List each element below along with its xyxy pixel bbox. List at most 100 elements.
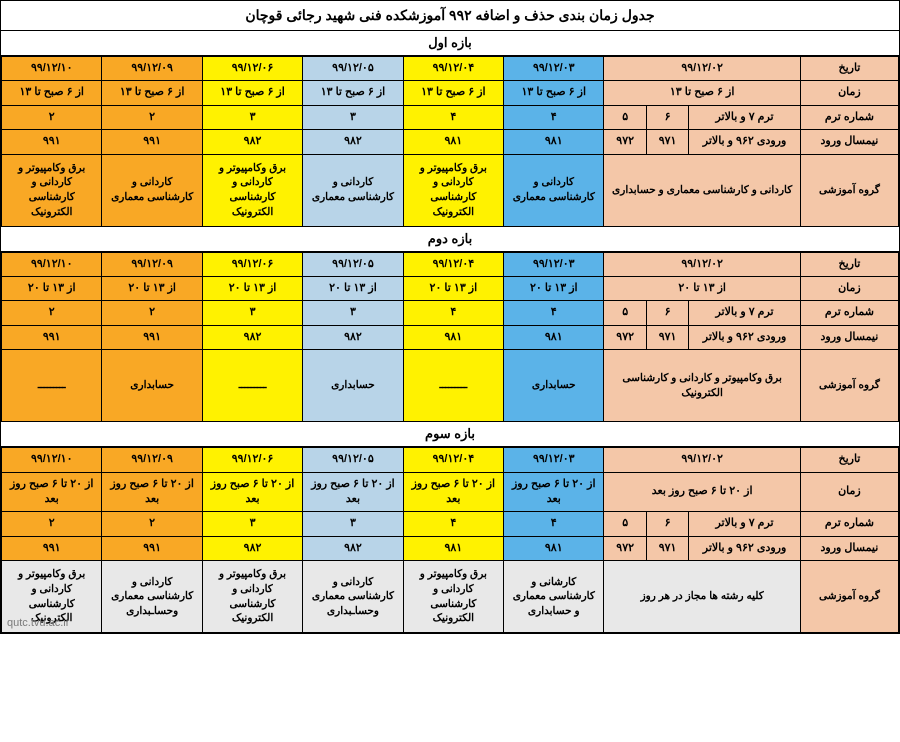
cell: ۹۹/۱۲/۰۳: [504, 57, 604, 81]
page-title: جدول زمان بندی حذف و اضافه ۹۹۲ آموزشکده …: [1, 1, 899, 31]
cell: از ۲۰ تا ۶ صبح روز بعد: [403, 472, 503, 512]
cell: کارشانی و کارشناسی معماری و حسابداری: [504, 561, 604, 633]
row-label: گروه آموزشی: [800, 561, 898, 633]
cell: ۹۸۱: [403, 536, 503, 560]
cell: از ۱۳ تا ۲۰: [604, 276, 800, 300]
schedule-table: جدول زمان بندی حذف و اضافه ۹۹۲ آموزشکده …: [0, 0, 900, 634]
cell: ۴: [504, 301, 604, 325]
cell: ۹۹/۱۲/۰۶: [202, 252, 302, 276]
cell: ـــــــــ: [202, 350, 302, 422]
cell: برق وکامپیوتر و کاردانی و کارشناسی الکتر…: [604, 350, 800, 422]
cell: ۲: [102, 512, 202, 536]
cell: ۹۹/۱۲/۰۶: [202, 57, 302, 81]
cell: ۳: [303, 105, 403, 129]
cell: از ۱۳ تا ۲۰: [102, 276, 202, 300]
cell: ۹۹/۱۲/۰۵: [303, 252, 403, 276]
cell: ۶: [646, 512, 688, 536]
cell: ۹۸۲: [303, 536, 403, 560]
cell: ۲: [2, 105, 102, 129]
cell: ورودی ۹۶۲ و بالاتر: [689, 536, 801, 560]
row-label: شماره ترم: [800, 105, 898, 129]
cell: کاردانی و کارشناسی معماری: [504, 154, 604, 226]
cell: ۳: [303, 301, 403, 325]
cell: ۹۹/۱۲/۰۵: [303, 448, 403, 472]
cell: ۹۷۲: [604, 536, 646, 560]
cell: ۹۸۲: [202, 130, 302, 154]
row-label: زمان: [800, 276, 898, 300]
row-label: گروه آموزشی: [800, 350, 898, 422]
cell: از ۲۰ تا ۶ صبح روز بعد: [504, 472, 604, 512]
cell: ۵: [604, 301, 646, 325]
cell: ۹۸۱: [403, 130, 503, 154]
row-label: شماره ترم: [800, 301, 898, 325]
cell: ۲: [102, 105, 202, 129]
row-label: شماره ترم: [800, 512, 898, 536]
cell: ۹۹۱: [2, 130, 102, 154]
section-table: تاریخ۹۹/۱۲/۰۲۹۹/۱۲/۰۳۹۹/۱۲/۰۴۹۹/۱۲/۰۵۹۹/…: [1, 56, 899, 227]
row-label: نیمسال ورود: [800, 536, 898, 560]
cell: ورودی ۹۶۲ و بالاتر: [689, 325, 801, 349]
cell: کاردانی و کارشناسی معماری: [303, 154, 403, 226]
row-label: تاریخ: [800, 448, 898, 472]
section-header: بازه دوم: [1, 227, 899, 252]
cell: از ۶ صبح تا ۱۳: [303, 81, 403, 105]
cell: کاردانی و کارشناسی معماری وحساـبداری: [303, 561, 403, 633]
cell: کاردانی و کارشناسی معماری وحساـبداری: [102, 561, 202, 633]
cell: حسابداری: [504, 350, 604, 422]
cell: ۴: [504, 512, 604, 536]
cell: ترم ۷ و بالاتر: [689, 512, 801, 536]
row-label: زمان: [800, 81, 898, 105]
cell: ۴: [504, 105, 604, 129]
cell: ۹۷۱: [646, 130, 688, 154]
cell: از ۱۳ تا ۲۰: [2, 276, 102, 300]
cell: از ۶ صبح تا ۱۳: [403, 81, 503, 105]
cell: ۹۸۱: [504, 130, 604, 154]
cell: ۹۷۲: [604, 325, 646, 349]
cell: ۹۹/۱۲/۱۰: [2, 57, 102, 81]
section-table: تاریخ۹۹/۱۲/۰۲۹۹/۱۲/۰۳۹۹/۱۲/۰۴۹۹/۱۲/۰۵۹۹/…: [1, 447, 899, 633]
cell: ۲: [102, 301, 202, 325]
cell: از ۶ صبح تا ۱۳: [2, 81, 102, 105]
cell: حسابداری: [303, 350, 403, 422]
cell: ترم ۷ و بالاتر: [689, 105, 801, 129]
cell: ۹۹/۱۲/۰۴: [403, 448, 503, 472]
cell: برق وکامپیوتر و کاردانی و کارشناسی الکتر…: [202, 561, 302, 633]
section-header: بازه اول: [1, 31, 899, 56]
cell: برق وکامپیوتر و کاردانی و کارشناسی الکتر…: [202, 154, 302, 226]
cell: ۹۷۲: [604, 130, 646, 154]
cell: برق وکامپیوتر و کاردانی و کارشناسی الکتر…: [2, 154, 102, 226]
cell: ۳: [202, 105, 302, 129]
cell: ۹۸۱: [403, 325, 503, 349]
cell: از ۶ صبح تا ۱۳: [504, 81, 604, 105]
cell: برق وکامپیوتر و کاردانی و کارشناسی الکتر…: [403, 154, 503, 226]
cell: ۹۸۲: [202, 536, 302, 560]
cell: از ۱۳ تا ۲۰: [403, 276, 503, 300]
row-label: تاریخ: [800, 57, 898, 81]
cell: از ۱۳ تا ۲۰: [504, 276, 604, 300]
cell: ۹۹/۱۲/۰۴: [403, 57, 503, 81]
cell: ۹۹/۱۲/۰۶: [202, 448, 302, 472]
row-label: زمان: [800, 472, 898, 512]
row-label: گروه آموزشی: [800, 154, 898, 226]
cell: ۶: [646, 105, 688, 129]
cell: از ۱۳ تا ۲۰: [202, 276, 302, 300]
cell: ۹۸۲: [303, 130, 403, 154]
cell: ۴: [403, 105, 503, 129]
cell: از ۲۰ تا ۶ صبح روز بعد: [102, 472, 202, 512]
cell: ۹۹/۱۲/۰۴: [403, 252, 503, 276]
cell: ۳: [303, 512, 403, 536]
row-label: نیمسال ورود: [800, 130, 898, 154]
cell: از ۶ صبح تا ۱۳: [102, 81, 202, 105]
cell: ۴: [403, 512, 503, 536]
cell: کاردانی و کارشناسی معماری: [102, 154, 202, 226]
cell: ۲: [2, 301, 102, 325]
cell: ۹۹۱: [102, 325, 202, 349]
cell: ۹۹/۱۲/۰۲: [604, 252, 800, 276]
cell: ۹۹۱: [102, 130, 202, 154]
row-label: تاریخ: [800, 252, 898, 276]
cell: از ۱۳ تا ۲۰: [303, 276, 403, 300]
cell: ۹۸۱: [504, 325, 604, 349]
cell: کلیه رشته ها مجاز در هر روز: [604, 561, 800, 633]
cell: ۹۹/۱۲/۱۰: [2, 252, 102, 276]
cell: ۵: [604, 105, 646, 129]
